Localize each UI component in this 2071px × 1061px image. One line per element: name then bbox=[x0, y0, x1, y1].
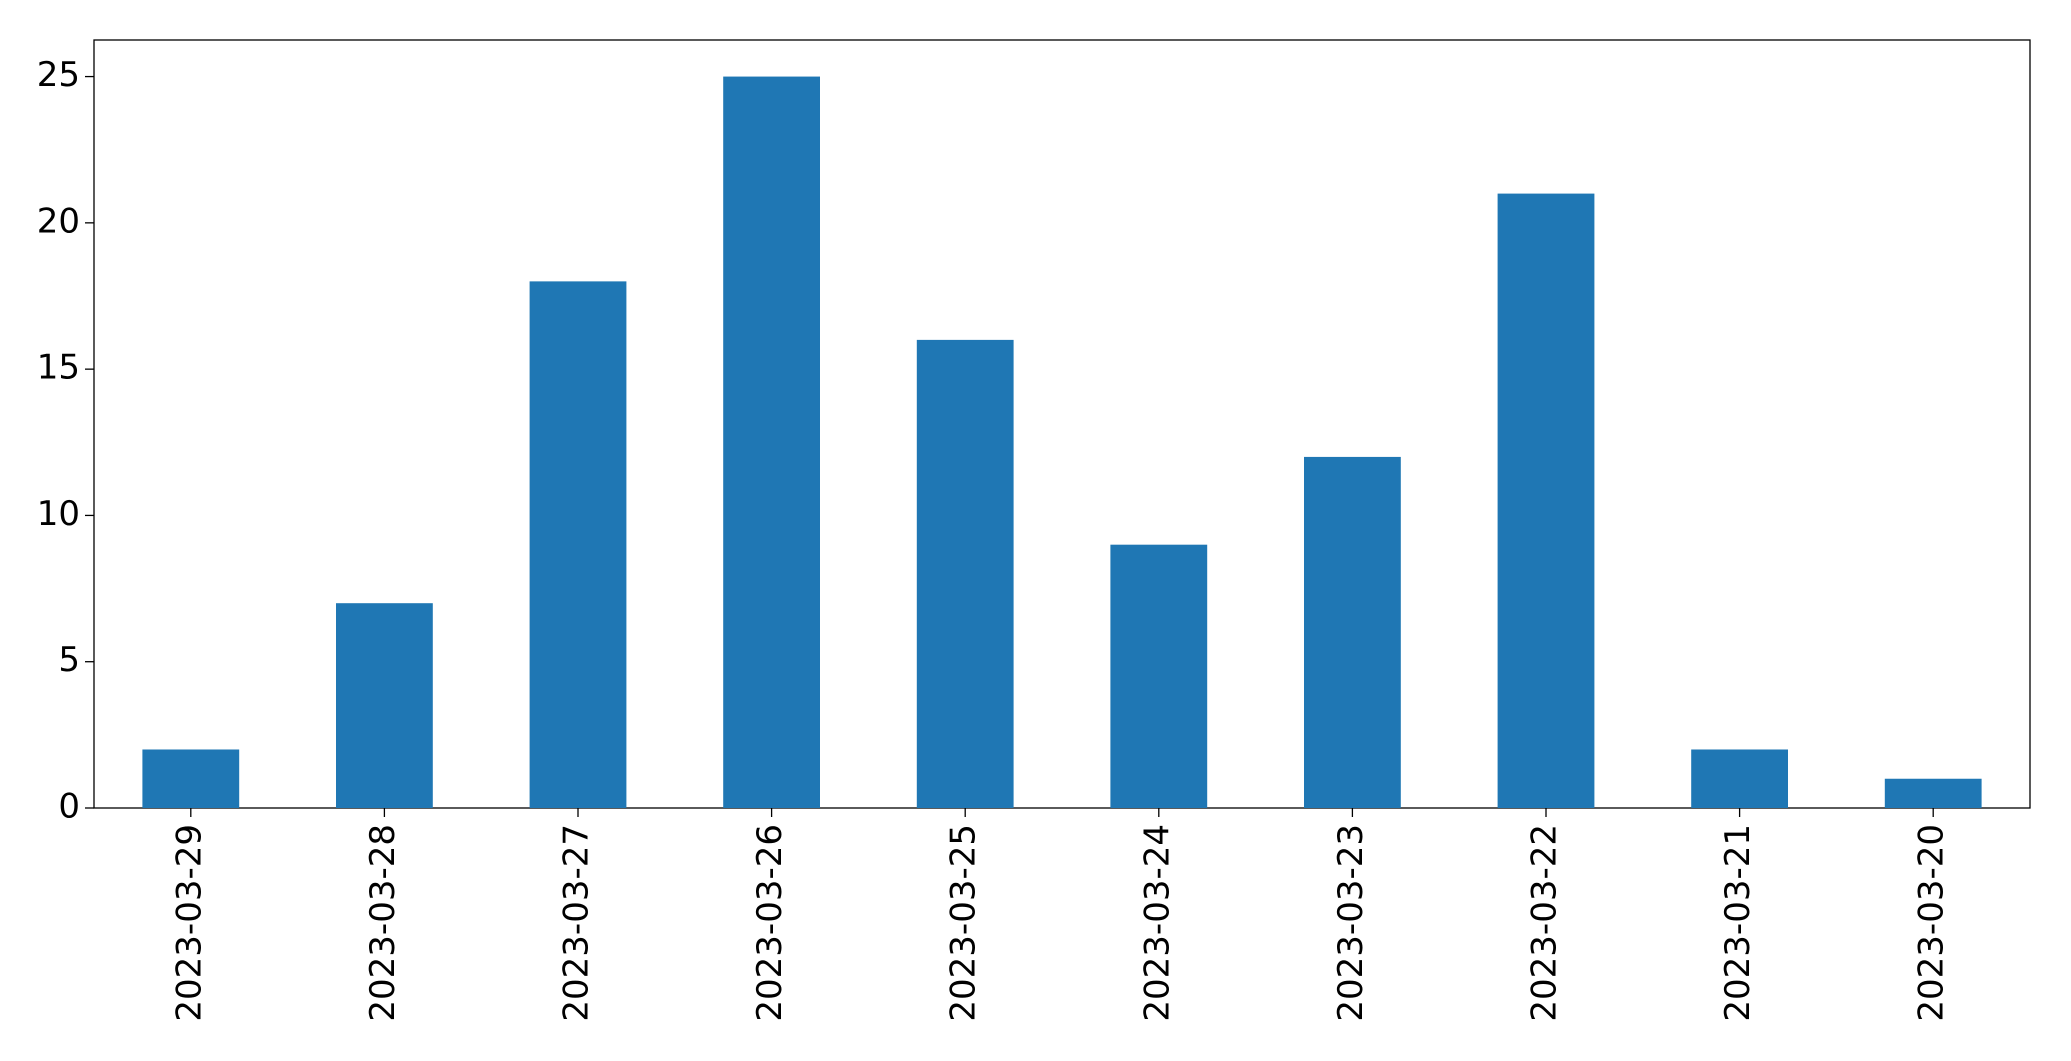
x-tick-label: 2023-03-22 bbox=[1525, 824, 1565, 1022]
x-tick-label: 2023-03-23 bbox=[1331, 824, 1371, 1022]
x-tick-label: 2023-03-21 bbox=[1718, 824, 1758, 1022]
y-tick-label: 10 bbox=[37, 494, 80, 534]
bar bbox=[529, 281, 627, 808]
bar bbox=[916, 339, 1014, 808]
bar bbox=[723, 76, 820, 809]
bar bbox=[1691, 749, 1788, 808]
y-tick-label: 5 bbox=[58, 640, 80, 680]
x-tick-label: 2023-03-20 bbox=[1912, 824, 1952, 1022]
axes-frame bbox=[93, 39, 2031, 809]
bar bbox=[1304, 456, 1401, 808]
bar bbox=[1110, 544, 1208, 808]
x-tick-label: 2023-03-27 bbox=[557, 824, 597, 1022]
x-tick-label: 2023-03-25 bbox=[944, 824, 984, 1022]
y-tick-label: 25 bbox=[37, 55, 80, 95]
x-tick-label: 2023-03-29 bbox=[169, 824, 209, 1022]
bar bbox=[1884, 778, 1982, 808]
y-tick-label: 20 bbox=[37, 201, 80, 241]
bar bbox=[336, 603, 433, 808]
y-tick-label: 0 bbox=[58, 787, 80, 827]
x-tick-label: 2023-03-28 bbox=[363, 824, 403, 1022]
x-tick-label: 2023-03-24 bbox=[1137, 824, 1177, 1022]
y-tick-label: 15 bbox=[37, 348, 80, 388]
x-tick-label: 2023-03-26 bbox=[750, 824, 790, 1022]
bar bbox=[1497, 193, 1595, 809]
bar bbox=[142, 749, 240, 808]
